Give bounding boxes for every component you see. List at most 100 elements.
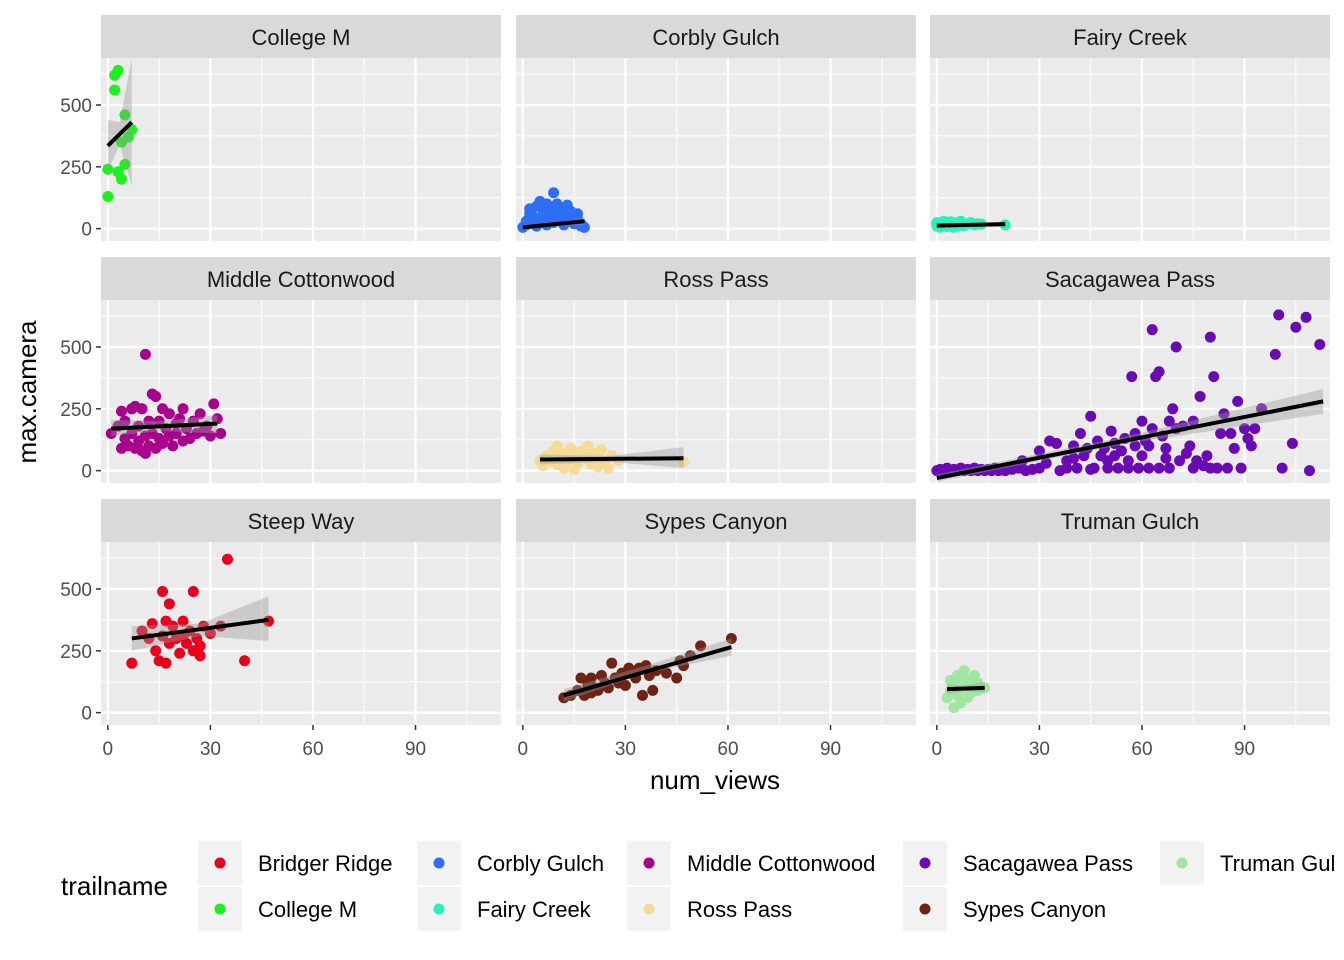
legend-label: Sypes Canyon bbox=[963, 897, 1106, 922]
x-tick-label: 30 bbox=[1029, 739, 1050, 760]
trend-line bbox=[947, 685, 985, 692]
data-point bbox=[1129, 440, 1141, 452]
data-point bbox=[1204, 331, 1216, 343]
data-point bbox=[1040, 457, 1052, 469]
data-point bbox=[606, 657, 618, 669]
facet-panel: Truman Gulch bbox=[930, 499, 1330, 725]
trend-line bbox=[539, 456, 684, 462]
data-point bbox=[1218, 408, 1230, 420]
axes: 0 250 500 0 250 500 0 250 500 0 30 60 90 0 30 60 90 0 30 60… bbox=[60, 96, 1255, 760]
legend-entry: College M bbox=[198, 887, 357, 931]
panel-background bbox=[930, 542, 1330, 725]
y-tick-label: 500 bbox=[60, 96, 92, 117]
facet-strip bbox=[101, 257, 501, 300]
data-point bbox=[174, 647, 186, 659]
x-tick-label: 60 bbox=[717, 739, 738, 760]
data-point bbox=[1126, 371, 1138, 383]
legend-label: College M bbox=[258, 897, 357, 922]
legend-entry: Sypes Canyon bbox=[903, 887, 1106, 931]
legend-marker bbox=[643, 903, 655, 915]
x-tick-label: 30 bbox=[200, 739, 221, 760]
facet-strip-label: Corbly Gulch bbox=[652, 25, 779, 50]
data-point bbox=[640, 660, 652, 672]
data-point bbox=[119, 158, 131, 170]
data-point bbox=[1211, 462, 1223, 474]
data-point bbox=[1276, 462, 1288, 474]
data-point bbox=[1122, 455, 1134, 467]
data-point bbox=[1163, 462, 1175, 474]
data-point bbox=[174, 413, 186, 425]
y-tick-label: 250 bbox=[60, 158, 92, 179]
data-point bbox=[136, 625, 148, 637]
data-point bbox=[102, 190, 114, 202]
data-point bbox=[1061, 462, 1073, 474]
data-point bbox=[105, 428, 117, 440]
data-point bbox=[602, 462, 614, 474]
data-point bbox=[157, 437, 169, 449]
legend-label: Middle Cottonwood bbox=[687, 851, 875, 876]
data-point bbox=[1300, 311, 1312, 323]
data-point bbox=[167, 440, 179, 452]
data-point bbox=[585, 672, 597, 684]
data-point bbox=[1160, 452, 1172, 464]
facet-strip-label: Truman Gulch bbox=[1061, 509, 1200, 534]
legend-marker bbox=[433, 857, 445, 869]
data-point bbox=[1068, 452, 1080, 464]
data-point bbox=[150, 390, 162, 402]
data-point bbox=[211, 413, 223, 425]
data-point bbox=[204, 628, 216, 639]
facet-panel: Sacagawea Pass bbox=[930, 257, 1330, 483]
legend-entry: Ross Pass bbox=[627, 887, 792, 931]
data-point bbox=[1194, 390, 1206, 402]
facet-strip-label: Sacagawea Pass bbox=[1045, 267, 1215, 292]
data-point bbox=[163, 408, 175, 420]
data-point bbox=[1143, 440, 1155, 452]
data-point bbox=[126, 428, 138, 440]
data-point bbox=[575, 672, 587, 684]
facet-strip-label: Fairy Creek bbox=[1073, 25, 1188, 50]
data-point bbox=[160, 657, 172, 669]
data-point bbox=[582, 440, 594, 452]
data-point bbox=[1269, 348, 1281, 360]
data-point bbox=[1184, 440, 1196, 452]
data-point bbox=[208, 398, 220, 410]
legend-entry: Bridger Ridge bbox=[198, 841, 393, 885]
legend-marker bbox=[433, 903, 445, 915]
data-point bbox=[1136, 450, 1148, 462]
legend-label: Corbly Gulch bbox=[477, 851, 604, 876]
legend-marker bbox=[643, 857, 655, 869]
data-point bbox=[636, 689, 648, 701]
data-point bbox=[116, 405, 128, 417]
legend-label: Fairy Creek bbox=[477, 897, 592, 922]
data-point bbox=[1208, 371, 1220, 383]
data-point bbox=[671, 672, 683, 684]
legend-title: trailname bbox=[61, 871, 168, 901]
data-point bbox=[177, 403, 189, 415]
data-point bbox=[1215, 428, 1227, 440]
data-point bbox=[170, 428, 182, 440]
legend-label: Ross Pass bbox=[687, 897, 792, 922]
data-point bbox=[1153, 462, 1165, 474]
data-point bbox=[1170, 341, 1182, 353]
trend-line bbox=[936, 222, 1006, 228]
data-point bbox=[119, 109, 131, 121]
facet-panel: Sypes Canyon bbox=[516, 499, 916, 725]
facet-strip-label: College M bbox=[251, 25, 350, 50]
data-point bbox=[102, 163, 114, 175]
data-point bbox=[1303, 465, 1315, 477]
y-tick-label: 250 bbox=[60, 400, 92, 421]
legend-marker bbox=[919, 903, 931, 915]
x-tick-label: 60 bbox=[302, 739, 323, 760]
y-tick-label: 250 bbox=[60, 642, 92, 663]
facet-strip-label: Sypes Canyon bbox=[644, 509, 787, 534]
data-point bbox=[157, 585, 169, 597]
data-point bbox=[1228, 442, 1240, 454]
data-point bbox=[1235, 462, 1247, 474]
data-point bbox=[1136, 415, 1148, 427]
trend-line bbox=[563, 645, 732, 698]
data-point bbox=[167, 620, 179, 632]
y-axis-title: max.camera bbox=[12, 320, 42, 464]
data-point bbox=[187, 585, 199, 597]
legend-entry: Middle Cottonwood bbox=[627, 841, 875, 885]
